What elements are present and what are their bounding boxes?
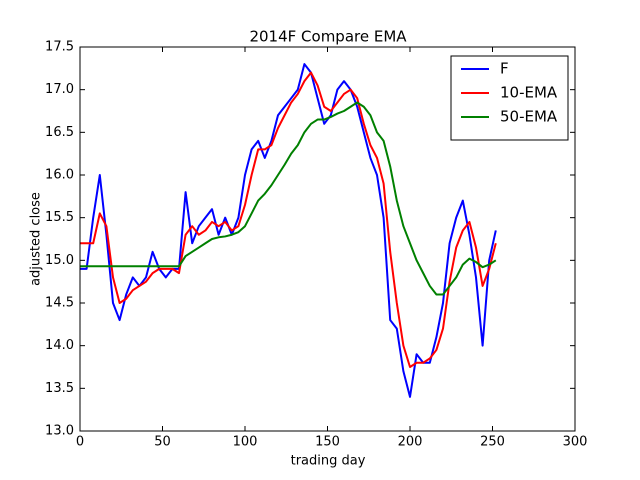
y-tick-label: 15.0 (45, 253, 74, 268)
legend-label: 50-EMA (500, 108, 558, 126)
y-tick-label: 13.0 (45, 424, 74, 439)
x-tick-label: 300 (563, 435, 588, 450)
x-tick-label: 100 (233, 435, 258, 450)
x-tick-label: 150 (315, 435, 340, 450)
x-tick-label: 250 (480, 435, 505, 450)
y-tick-label: 15.5 (45, 210, 74, 225)
y-tick-label: 17.5 (45, 40, 74, 55)
legend-label: 10-EMA (500, 84, 558, 102)
x-axis-label: trading day (291, 454, 366, 469)
legend-label: F (500, 60, 509, 78)
series-line (80, 63, 497, 398)
y-tick-label: 16.0 (45, 168, 74, 183)
x-tick-label: 0 (76, 435, 84, 450)
y-tick-label: 14.5 (45, 296, 74, 311)
plot-frame (79, 46, 576, 432)
x-tick-label: 50 (154, 435, 171, 450)
y-tick-label: 13.5 (45, 381, 74, 396)
series-line (80, 101, 497, 296)
chart-title: 2014F Compare EMA (249, 28, 407, 46)
y-tick-label: 17.0 (45, 82, 74, 97)
y-axis-label: adjusted close (29, 192, 44, 286)
y-tick-label: 14.0 (45, 338, 74, 353)
y-tick-label: 16.5 (45, 125, 74, 140)
x-tick-label: 200 (398, 435, 423, 450)
series-line (80, 71, 497, 368)
legend-box (450, 55, 569, 141)
